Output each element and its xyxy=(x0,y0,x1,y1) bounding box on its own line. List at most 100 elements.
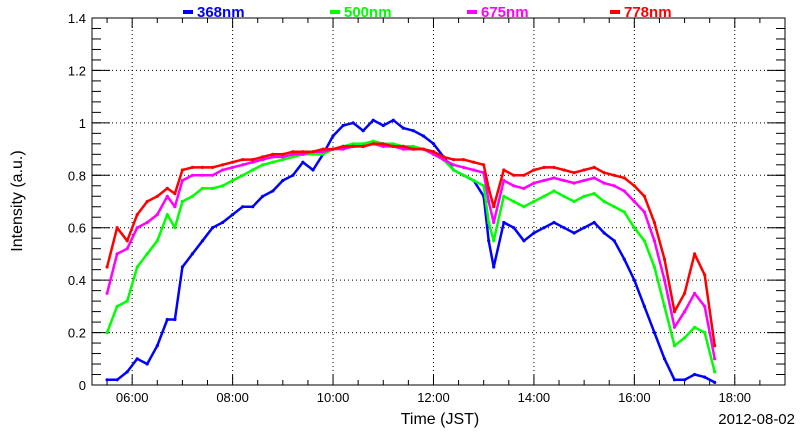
data-point-778nm xyxy=(592,165,596,169)
y-tick-label: 0.2 xyxy=(68,326,86,341)
data-point-500nm xyxy=(652,265,657,269)
data-point-778nm xyxy=(683,291,687,295)
data-point-675nm xyxy=(145,220,149,225)
y-tick-label: 0.6 xyxy=(68,221,86,236)
data-point-675nm xyxy=(231,165,235,169)
data-point-368nm xyxy=(552,220,556,225)
data-point-500nm xyxy=(552,189,556,193)
data-point-778nm xyxy=(231,160,235,164)
data-point-368nm xyxy=(582,226,586,230)
data-point-500nm xyxy=(200,186,205,190)
data-point-500nm xyxy=(502,194,506,198)
legend-label-368nm: 368nm xyxy=(197,4,245,21)
data-point-500nm xyxy=(261,163,265,167)
data-point-778nm xyxy=(542,165,546,169)
data-point-500nm xyxy=(155,239,159,243)
data-point-368nm xyxy=(291,173,295,177)
data-point-778nm xyxy=(321,147,325,151)
data-point-675nm xyxy=(662,278,667,282)
data-point-500nm xyxy=(562,194,566,198)
data-point-368nm xyxy=(512,226,516,230)
data-point-368nm xyxy=(612,239,616,243)
data-point-500nm xyxy=(642,239,647,243)
data-point-675nm xyxy=(522,186,526,190)
data-point-778nm xyxy=(421,147,425,151)
data-point-778nm xyxy=(155,194,159,198)
data-point-778nm xyxy=(431,150,436,154)
data-point-500nm xyxy=(582,194,586,198)
data-point-368nm xyxy=(703,375,707,379)
data-point-675nm xyxy=(642,210,647,214)
data-point-368nm xyxy=(115,378,119,382)
data-point-368nm xyxy=(401,126,405,130)
x-tick-labels: 06:00 08:00 10:00 12:00 14:00 16:00 18:00 xyxy=(116,390,751,405)
data-point-675nm xyxy=(592,176,596,180)
data-point-500nm xyxy=(572,199,576,204)
data-point-368nm xyxy=(221,220,225,225)
x-tick-label: 18:00 xyxy=(719,390,752,405)
y-tick-label: 1.4 xyxy=(68,11,86,26)
data-point-500nm xyxy=(482,184,486,188)
series-line-368nm xyxy=(107,118,716,384)
x-tick-label: 08:00 xyxy=(216,390,249,405)
data-point-675nm xyxy=(251,160,255,164)
data-point-675nm xyxy=(281,155,285,159)
data-point-368nm xyxy=(632,278,636,282)
data-point-778nm xyxy=(562,168,566,172)
data-point-500nm xyxy=(492,239,496,243)
data-point-778nm xyxy=(401,144,405,148)
y-tick-label: 1.2 xyxy=(68,63,86,78)
data-point-778nm xyxy=(462,158,466,162)
data-point-778nm xyxy=(190,165,194,169)
data-point-368nm xyxy=(381,123,385,128)
data-point-778nm xyxy=(512,173,516,177)
data-point-778nm xyxy=(612,173,616,177)
date-label: 2012-08-02 xyxy=(718,411,795,428)
data-point-675nm xyxy=(135,226,139,230)
legend-label-778nm: 778nm xyxy=(624,4,672,21)
data-point-500nm xyxy=(145,252,149,256)
data-point-778nm xyxy=(105,265,109,269)
data-point-675nm xyxy=(452,163,456,167)
data-point-368nm xyxy=(522,239,526,243)
data-point-778nm xyxy=(582,168,586,172)
data-point-778nm xyxy=(361,144,365,148)
data-point-500nm xyxy=(311,152,315,156)
data-point-368nm xyxy=(125,370,129,374)
data-point-500nm xyxy=(135,265,139,269)
data-point-778nm xyxy=(165,186,169,190)
data-point-368nm xyxy=(190,252,194,256)
data-point-675nm xyxy=(572,181,576,185)
data-point-368nm xyxy=(672,378,677,382)
data-point-368nm xyxy=(173,317,177,322)
data-point-500nm xyxy=(271,160,275,164)
data-point-675nm xyxy=(441,158,446,162)
data-point-675nm xyxy=(492,220,496,225)
data-point-675nm xyxy=(582,178,586,183)
data-point-675nm xyxy=(165,194,169,198)
data-point-675nm xyxy=(612,184,616,188)
data-point-675nm xyxy=(173,205,177,209)
data-point-778nm xyxy=(522,173,526,177)
data-point-675nm xyxy=(502,178,506,183)
data-point-500nm xyxy=(512,199,516,204)
data-point-778nm xyxy=(341,144,345,148)
data-point-368nm xyxy=(361,129,365,133)
data-point-675nm xyxy=(271,155,275,159)
data-point-778nm xyxy=(125,239,129,243)
data-point-778nm xyxy=(311,150,315,154)
data-point-778nm xyxy=(241,158,245,162)
data-point-500nm xyxy=(612,205,616,209)
y-tick-label: 0 xyxy=(79,378,86,393)
data-point-500nm xyxy=(703,331,707,335)
series-line-675nm xyxy=(105,142,716,360)
data-point-778nm xyxy=(371,142,375,146)
data-point-500nm xyxy=(173,226,177,230)
data-point-778nm xyxy=(381,142,385,146)
data-point-675nm xyxy=(462,165,466,169)
data-point-778nm xyxy=(351,144,355,148)
data-point-778nm xyxy=(173,192,177,196)
data-point-675nm xyxy=(241,163,245,167)
data-point-778nm xyxy=(693,252,697,256)
